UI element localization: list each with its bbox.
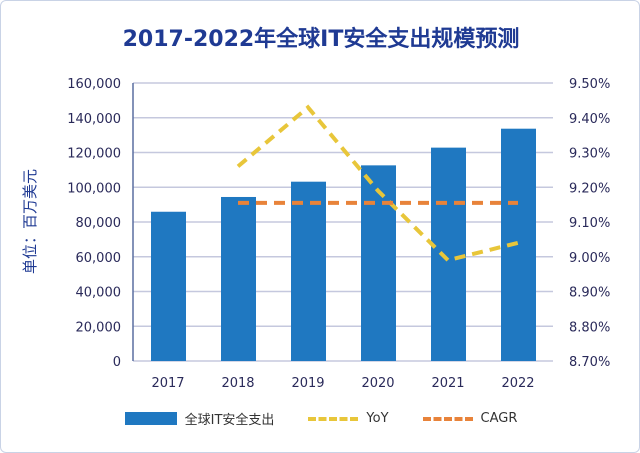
- bar: [151, 211, 186, 361]
- y-tick-label: 40,000: [76, 286, 122, 301]
- y-tick-label: 0: [113, 355, 121, 370]
- y2-tick-label: 8.80%: [569, 320, 610, 335]
- bar: [291, 181, 326, 361]
- legend-label: YoY: [366, 411, 389, 426]
- bar: [361, 165, 396, 361]
- y2-tick-label: 9.00%: [569, 251, 610, 266]
- legend-swatch: [422, 416, 473, 421]
- chart-title: 2017-2022年全球IT安全支出规模预测: [122, 27, 520, 52]
- y2-tick-label: 9.40%: [569, 112, 610, 127]
- bar: [221, 196, 256, 361]
- y-tick-label: 120,000: [67, 147, 121, 162]
- y2-tick-label: 9.10%: [569, 216, 610, 231]
- y-tick-label: 20,000: [76, 320, 122, 335]
- legend-item-cagr: CAGR: [422, 411, 518, 426]
- x-tick-label: 2019: [291, 376, 324, 391]
- legend-swatch: [308, 416, 359, 421]
- x-tick-label: 2017: [151, 376, 184, 391]
- y-tick-label: 140,000: [67, 112, 121, 127]
- legend-swatch: [124, 412, 177, 425]
- bar: [501, 128, 536, 361]
- y2-tick-label: 9.20%: [569, 181, 610, 196]
- legend-item-yoy: YoY: [308, 411, 389, 426]
- legend-item-bar: 全球IT安全支出: [124, 409, 275, 428]
- legend: 全球IT安全支出 YoY CAGR: [1, 409, 639, 428]
- y-tick-label: 160,000: [67, 77, 121, 92]
- y-tick-label: 100,000: [67, 181, 121, 196]
- bar: [431, 147, 466, 361]
- y2-tick-label: 9.50%: [569, 77, 610, 92]
- y2-tick-label: 9.30%: [569, 147, 610, 162]
- legend-label: 全球IT安全支出: [184, 413, 275, 428]
- x-tick-label: 2018: [221, 376, 254, 391]
- y-tick-label: 60,000: [76, 251, 122, 266]
- x-tick-label: 2022: [501, 376, 534, 391]
- y2-tick-label: 8.70%: [569, 355, 610, 370]
- y2-tick-label: 8.90%: [569, 286, 610, 301]
- legend-label: CAGR: [480, 411, 518, 426]
- x-tick-label: 2021: [431, 376, 464, 391]
- x-tick-label: 2020: [361, 376, 394, 391]
- y-tick-label: 80,000: [76, 216, 122, 231]
